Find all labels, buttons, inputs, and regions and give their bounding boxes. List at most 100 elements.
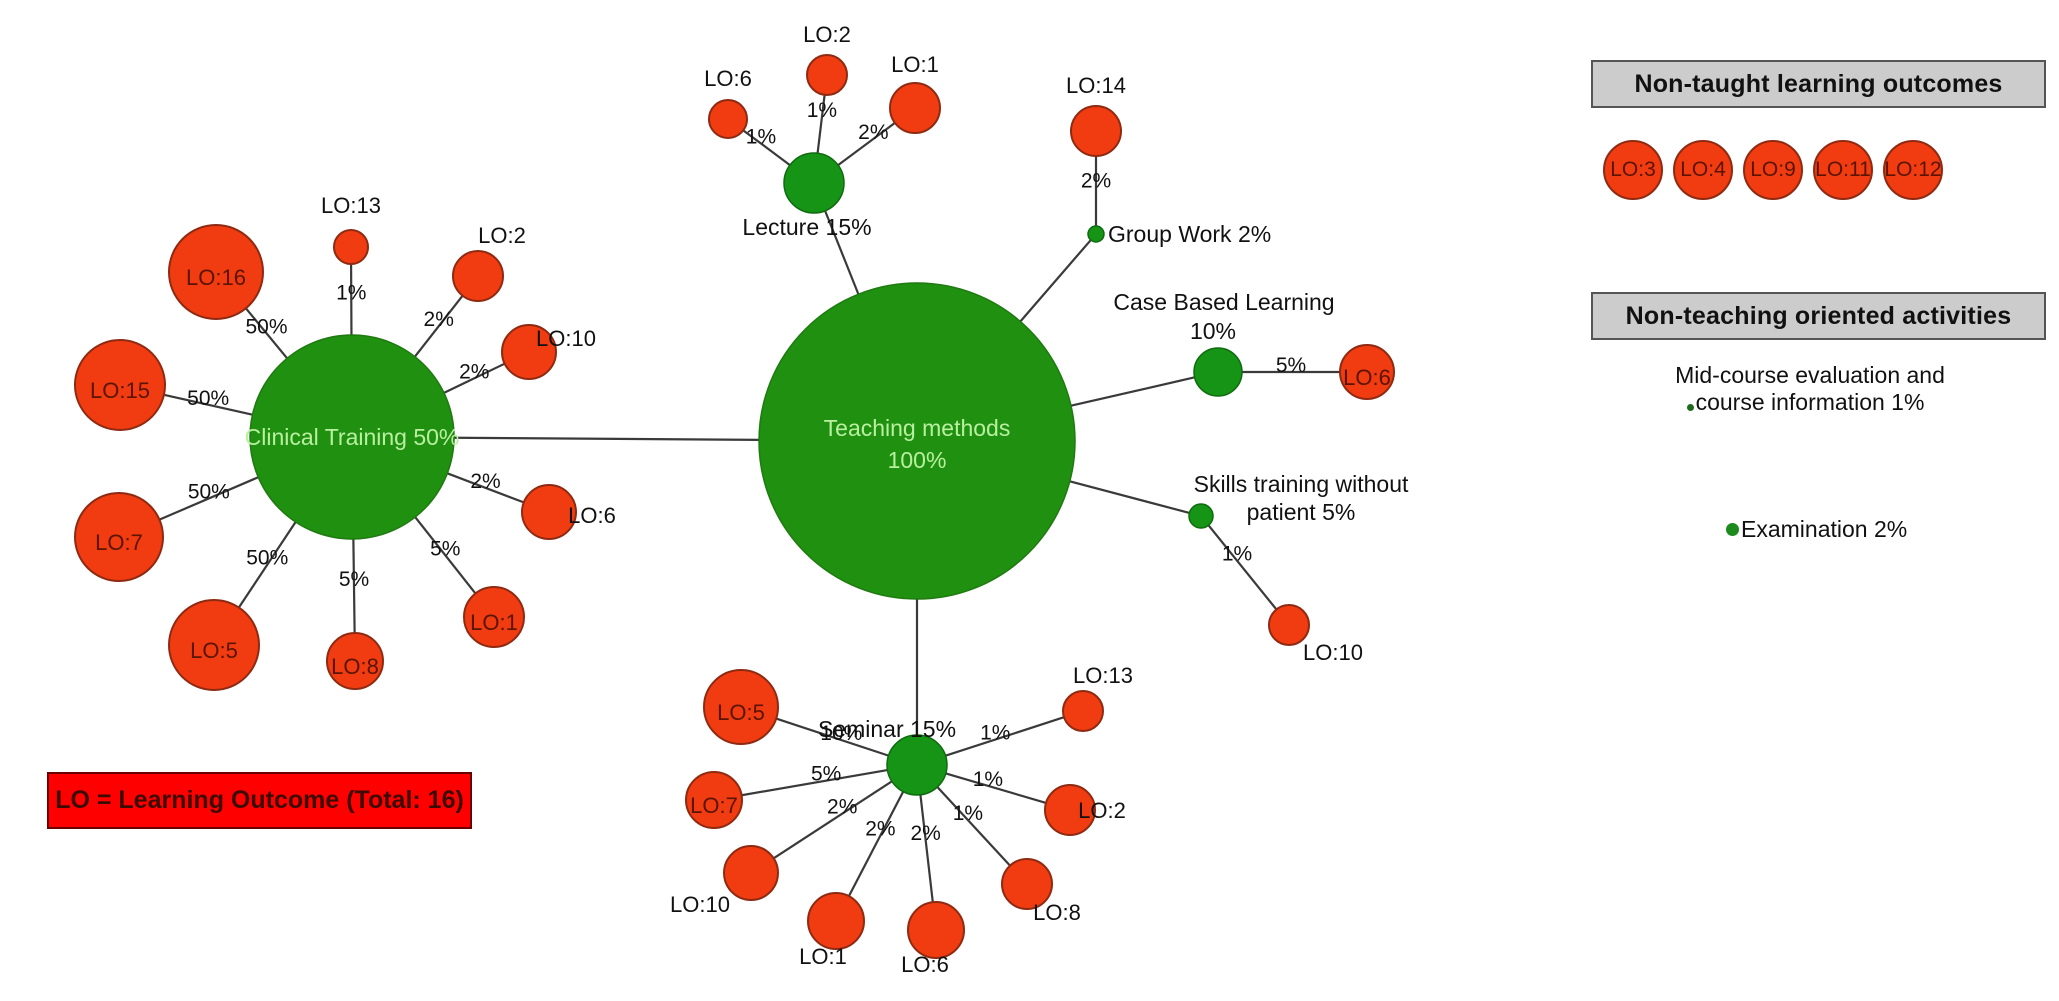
edge-clinical-1 bbox=[163, 393, 253, 416]
legend-non-taught-title: Non-taught learning outcomes bbox=[1591, 60, 2046, 108]
lo-label-clinical-7: LO:10 bbox=[536, 326, 596, 351]
lo-node-seminar-3[interactable] bbox=[807, 892, 865, 950]
lo-node-seminar-6[interactable] bbox=[1044, 784, 1096, 836]
hub-value-skills-training: patient 5% bbox=[1247, 499, 1356, 525]
edge-seminar-5 bbox=[936, 786, 1011, 867]
lo-label-case_based-0: LO:6 bbox=[1343, 365, 1391, 390]
hub-group-work[interactable] bbox=[1087, 225, 1105, 243]
non-taught-lo-2[interactable]: LO:9 bbox=[1743, 140, 1803, 200]
lo-label-seminar-2: LO:10 bbox=[670, 892, 730, 917]
lo-label-clinical-0: LO:16 bbox=[186, 265, 246, 290]
lo-label-clinical-9: LO:13 bbox=[321, 193, 381, 218]
edge-clinical-0 bbox=[245, 307, 288, 359]
legend-activity-mid-course: Mid-course evaluation and course informa… bbox=[1675, 362, 1945, 415]
hub-teaching-methods[interactable] bbox=[758, 282, 1076, 600]
edge-lecture-1 bbox=[816, 94, 826, 154]
edge-center-group-work bbox=[1019, 239, 1092, 323]
non-taught-lo-label: LO:4 bbox=[1680, 158, 1726, 181]
lo-label-clinical-6: LO:6 bbox=[568, 503, 616, 528]
hub-lecture[interactable] bbox=[783, 152, 845, 214]
lo-node-seminar-2[interactable] bbox=[723, 845, 779, 901]
edge-skills-0 bbox=[1207, 524, 1278, 611]
edge-center-case-based bbox=[1070, 376, 1195, 407]
lo-node-seminar-7[interactable] bbox=[1062, 690, 1104, 732]
hub-skills-training[interactable] bbox=[1188, 503, 1214, 529]
lo-label-clinical-3: LO:5 bbox=[190, 638, 238, 663]
nodes-layer bbox=[74, 54, 1395, 959]
lo-label-seminar-1: LO:7 bbox=[690, 793, 738, 818]
legend-activity-examination-label: Examination 2% bbox=[1741, 516, 1908, 542]
edges-layer bbox=[158, 94, 1340, 903]
lo-node-lecture-2[interactable] bbox=[889, 82, 941, 134]
lo-node-clinical-7[interactable] bbox=[501, 324, 557, 380]
hub-clinical-training[interactable] bbox=[249, 334, 455, 540]
lo-node-clinical-1[interactable] bbox=[74, 339, 166, 431]
edge-label-clinical-9: 1% bbox=[336, 282, 366, 305]
lo-label-seminar-5: LO:8 bbox=[1033, 900, 1081, 925]
hub-label-group-work: Group Work 2% bbox=[1108, 221, 1271, 247]
lo-node-seminar-0[interactable] bbox=[703, 669, 779, 745]
legend-non-taught-items: LO:3 LO:4 LO:9 LO:11 LO:12 bbox=[1591, 135, 2046, 205]
lo-node-skills-0[interactable] bbox=[1268, 604, 1310, 646]
edge-seminar-1 bbox=[741, 769, 888, 797]
edge-seminar-3 bbox=[847, 791, 905, 897]
edge-seminar-0 bbox=[775, 717, 889, 757]
hub-label-seminar: Seminar 15% bbox=[818, 716, 956, 742]
edge-label-case_based-0: 5% bbox=[1276, 354, 1306, 377]
edge-label-clinical-4: 5% bbox=[339, 568, 369, 591]
lo-node-lecture-1[interactable] bbox=[806, 54, 848, 96]
lo-node-seminar-1[interactable] bbox=[685, 771, 743, 829]
lo-node-clinical-8[interactable] bbox=[452, 250, 504, 302]
lo-node-clinical-9[interactable] bbox=[333, 229, 369, 265]
lo-node-clinical-0[interactable] bbox=[168, 224, 264, 320]
non-taught-lo-1[interactable]: LO:4 bbox=[1673, 140, 1733, 200]
lo-node-clinical-4[interactable] bbox=[326, 632, 384, 690]
edge-label-clinical-7: 2% bbox=[459, 360, 489, 383]
non-taught-lo-label: LO:11 bbox=[1815, 158, 1871, 181]
lo-label-seminar-3: LO:1 bbox=[799, 944, 847, 969]
hub-value-case-based-learning: 10% bbox=[1190, 318, 1236, 344]
non-taught-lo-label: LO:9 bbox=[1750, 158, 1796, 181]
non-taught-lo-label: LO:3 bbox=[1610, 158, 1656, 181]
edge-lecture-0 bbox=[742, 129, 791, 166]
non-taught-lo-3[interactable]: LO:11 bbox=[1813, 140, 1873, 200]
non-taught-lo-0[interactable]: LO:3 bbox=[1603, 140, 1663, 200]
lo-label-seminar-6: LO:2 bbox=[1078, 798, 1126, 823]
non-taught-lo-label: LO:12 bbox=[1884, 158, 1942, 181]
edge-seminar-4 bbox=[919, 794, 934, 903]
edge-clinical-6 bbox=[446, 472, 525, 504]
edge-label-seminar-0: 10% bbox=[820, 722, 862, 745]
edge-clinical-5 bbox=[414, 516, 477, 595]
lo-label-clinical-5: LO:1 bbox=[470, 610, 518, 635]
lo-node-seminar-5[interactable] bbox=[1001, 858, 1053, 910]
examination-dot-icon bbox=[1726, 523, 1739, 536]
non-taught-lo-4[interactable]: LO:12 bbox=[1883, 140, 1943, 200]
lo-node-clinical-5[interactable] bbox=[463, 586, 525, 648]
lo-node-case_based-0[interactable] bbox=[1339, 344, 1395, 400]
legend-activity-examination: Examination 2% bbox=[1726, 516, 1907, 543]
hub-label-lecture: Lecture 15% bbox=[742, 214, 871, 240]
edge-label-seminar-2: 2% bbox=[827, 796, 857, 819]
lo-node-group_work-0[interactable] bbox=[1070, 105, 1122, 157]
hub-seminar[interactable] bbox=[886, 734, 948, 796]
lo-node-clinical-2[interactable] bbox=[74, 492, 164, 582]
hub-label-teaching-methods: Teaching methods bbox=[824, 415, 1011, 441]
hub-case-based-learning[interactable] bbox=[1193, 347, 1243, 397]
edge-clinical-3 bbox=[237, 521, 297, 609]
lo-label-lecture-0: LO:6 bbox=[704, 66, 752, 91]
lo-node-seminar-4[interactable] bbox=[907, 901, 965, 959]
edge-label-clinical-0: 50% bbox=[245, 315, 287, 338]
lo-node-lecture-0[interactable] bbox=[708, 99, 748, 139]
legend-lo-key: LO = Learning Outcome (Total: 16) bbox=[47, 772, 472, 829]
edge-label-seminar-3: 2% bbox=[865, 818, 895, 841]
lo-node-clinical-6[interactable] bbox=[521, 484, 577, 540]
edge-label-lecture-1: 1% bbox=[807, 99, 837, 122]
lo-label-clinical-2: LO:7 bbox=[95, 530, 143, 555]
edge-label-clinical-5: 5% bbox=[430, 537, 460, 560]
edge-label-lecture-0: 1% bbox=[746, 126, 776, 149]
edge-center-skills bbox=[1069, 480, 1190, 514]
lo-node-clinical-3[interactable] bbox=[168, 599, 260, 691]
activity-dot-icon bbox=[1687, 404, 1694, 411]
lo-label-skills-0: LO:10 bbox=[1303, 640, 1363, 665]
